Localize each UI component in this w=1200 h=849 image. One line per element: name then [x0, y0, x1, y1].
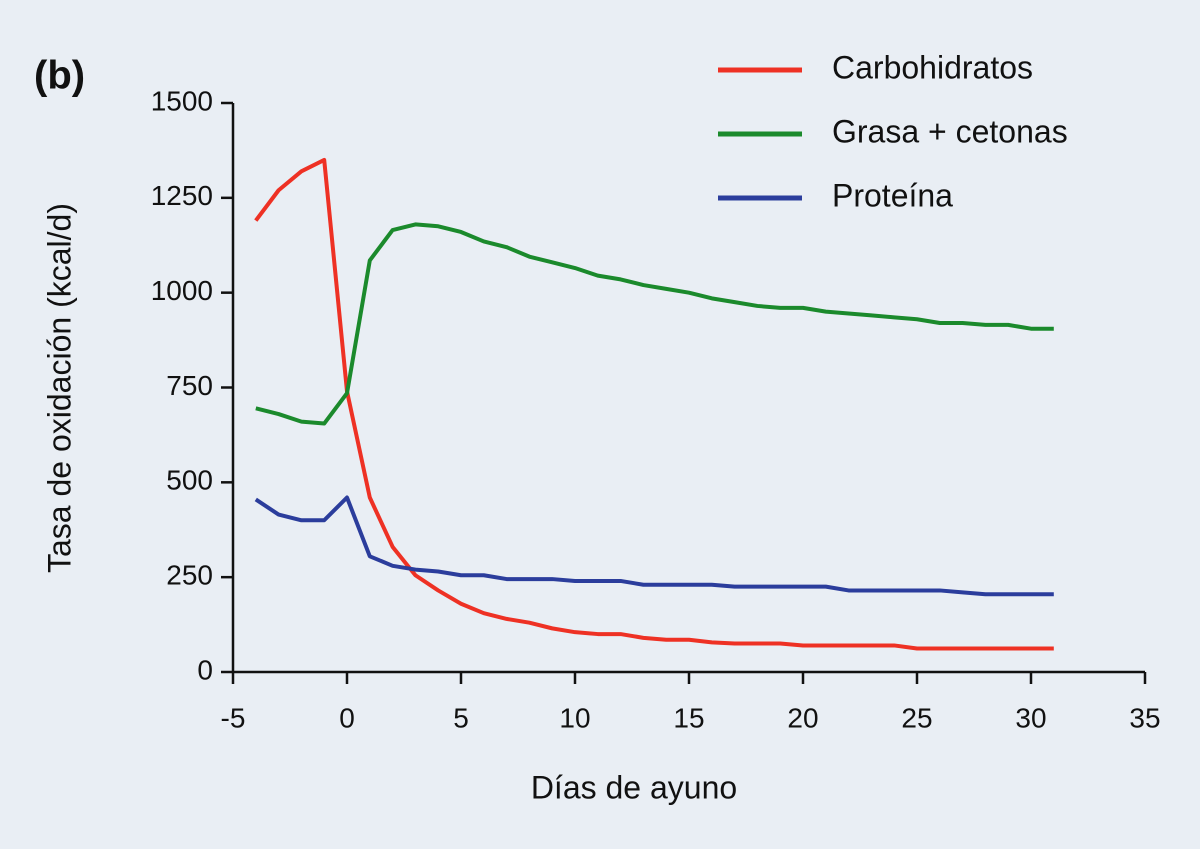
y-tick-label: 1500: [151, 85, 213, 116]
series-line: [254, 495, 1054, 597]
x-tick-label: 25: [901, 702, 932, 733]
x-tick-label: 20: [787, 702, 818, 733]
series-line: [255, 222, 1054, 426]
x-tick-label: 5: [453, 702, 469, 733]
y-tick-label: 250: [166, 560, 213, 591]
x-tick-label: 30: [1015, 702, 1046, 733]
y-tick-label: 1250: [151, 180, 213, 211]
x-tick-label: 15: [673, 702, 704, 733]
series-line: [254, 157, 1054, 651]
x-tick-label: -5: [221, 702, 246, 733]
y-tick-label: 1000: [151, 275, 213, 306]
panel-label: (b): [34, 54, 85, 98]
x-tick-label: 10: [559, 702, 590, 733]
x-tick-label: 0: [339, 702, 355, 733]
x-axis-label: Días de ayuno: [531, 769, 737, 805]
legend-label: Proteína: [832, 177, 953, 213]
legend-label: Grasa + cetonas: [832, 113, 1068, 149]
y-tick-label: 0: [197, 654, 213, 685]
x-tick-label: 35: [1129, 702, 1160, 733]
y-tick-label: 500: [166, 465, 213, 496]
legend-label: Carbohidratos: [832, 49, 1033, 85]
y-axis-label: Tasa de oxidación (kcal/d): [41, 203, 77, 573]
y-tick-label: 750: [166, 370, 213, 401]
